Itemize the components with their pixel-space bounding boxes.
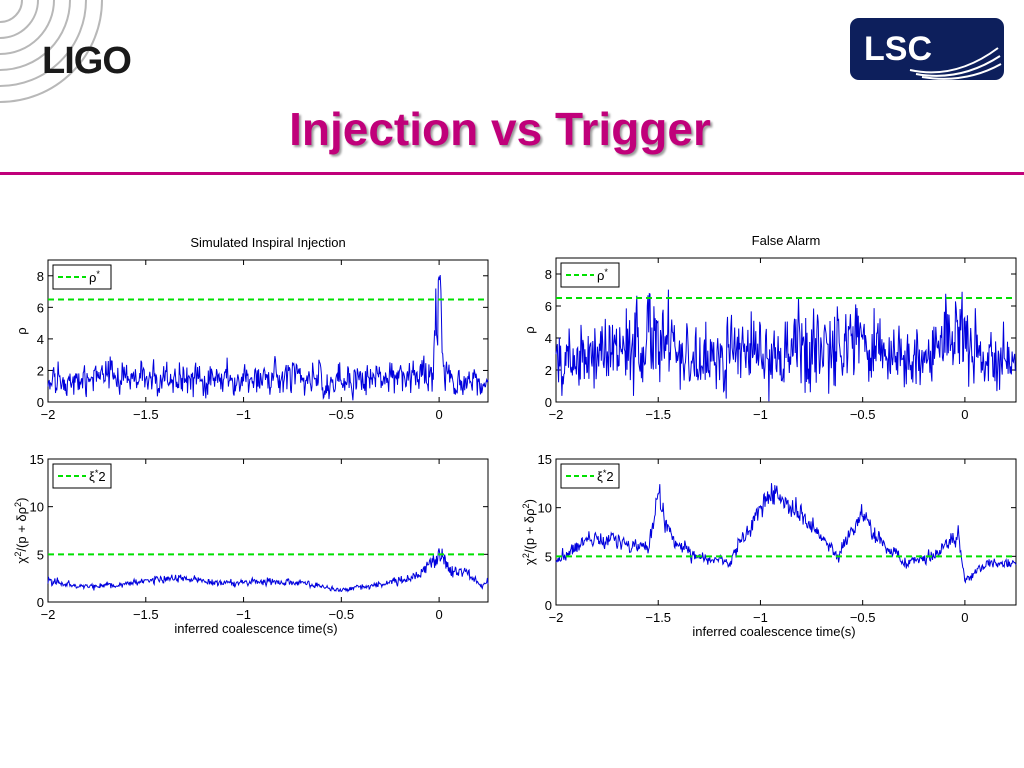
label-text-run: /(p + δρ [522,508,537,553]
y-tick-label: 6 [37,300,44,315]
y-tick-label: 4 [37,332,44,347]
x-tick-label: −1 [236,607,251,622]
legend: ξ*2 [52,463,112,489]
lsc-logo-badge [850,18,1004,80]
label-text-run: ρ [597,268,604,283]
label-superscript: * [96,269,100,279]
x-tick-label: −1 [753,610,768,625]
y-tick-label: 8 [545,267,552,282]
x-tick-label: −1 [236,407,251,422]
y-tick-label: 10 [538,501,552,516]
y-tick-label: 6 [545,299,552,314]
x-tick-label: 0 [961,610,968,625]
label-text-run: ρ [14,327,29,334]
legend: ρ* [52,264,112,290]
y-tick-label: 2 [545,363,552,378]
x-tick-label: −0.5 [328,407,354,422]
label-text-run: ) [14,498,29,502]
x-tick-label: −2 [41,607,56,622]
y-tick-label: 0 [545,598,552,613]
ligo-arc-graphic [0,0,103,103]
x-tick-label: −1.5 [133,607,159,622]
y-tick-label: 15 [30,452,44,467]
x-tick-label: 0 [435,407,442,422]
legend: ξ*2 [560,463,620,489]
x-tick-label: 0 [961,407,968,422]
label-text-run: ρ [89,270,96,285]
y-axis-label: ρ [14,327,29,334]
y-tick-label: 15 [538,452,552,467]
y-tick-label: 5 [37,547,44,562]
x-tick-label: −0.5 [850,407,876,422]
legend-label: ξ*2 [597,468,614,484]
x-tick-label: −0.5 [328,607,354,622]
lsc-logo-text: LSC [864,30,932,68]
label-text-run: ) [522,499,537,503]
y-tick-label: 0 [545,395,552,410]
chart-title: False Alarm [752,233,821,248]
slide-title: Injection vs Trigger [289,103,711,155]
y-axis-label: χ2/(p + δρ2) [13,498,29,564]
label-text-run: ρ [522,326,537,333]
legend: ρ* [560,262,620,288]
legend-label: ξ*2 [89,468,106,484]
lsc-logo: LSC [850,18,1004,80]
title-rule [0,172,1024,175]
x-axis-label: inferred coalescence time(s) [174,621,337,636]
label-superscript: 2 [13,502,23,507]
label-text-run: ξ [597,469,603,484]
y-tick-label: 8 [37,269,44,284]
label-text-run: χ [14,556,29,563]
y-tick-label: 4 [545,331,552,346]
x-tick-label: −1.5 [645,610,671,625]
legend-label: ρ* [597,267,608,283]
label-text-run: ξ [89,469,95,484]
label-superscript: * [95,468,99,478]
label-superscript: 2 [13,552,23,557]
y-tick-label: 0 [37,595,44,610]
series-line [47,274,489,401]
x-tick-label: −0.5 [850,610,876,625]
y-axis-label: ρ [522,326,537,333]
y-tick-label: 0 [37,395,44,410]
series-line [47,548,489,593]
ligo-logo: LIGO [42,40,132,82]
x-tick-label: −1.5 [133,407,159,422]
x-tick-label: −2 [41,407,56,422]
series-line [555,289,1017,402]
y-tick-label: 2 [37,363,44,378]
label-superscript: * [603,468,607,478]
chart-title: Simulated Inspiral Injection [190,235,345,250]
x-axis-label: inferred coalescence time(s) [692,624,855,639]
label-text-run: 2 [98,469,105,484]
label-text-run: 2 [606,469,613,484]
plot-frame [555,257,1017,403]
label-text-run: χ [522,558,537,565]
label-superscript: 2 [521,503,531,508]
chart-top-left: Simulated Inspiral Injection 0 2 4 6 8 −2 −1.5 −… [14,235,489,422]
x-tick-label: −1.5 [645,407,671,422]
x-tick-label: −2 [549,610,564,625]
series-line [555,483,1017,584]
label-text-run: /(p + δρ [14,507,29,552]
x-tick-label: −2 [549,407,564,422]
y-tick-label: 5 [545,549,552,564]
y-tick-label: 10 [30,500,44,515]
label-superscript: 2 [521,553,531,558]
legend-label: ρ* [89,269,100,285]
plot-frame [555,458,1017,606]
lsc-wave-icon [909,47,1002,80]
y-axis-label: χ2/(p + δρ2) [521,499,537,565]
label-superscript: * [604,267,608,277]
x-tick-label: 0 [435,607,442,622]
x-tick-label: −1 [753,407,768,422]
